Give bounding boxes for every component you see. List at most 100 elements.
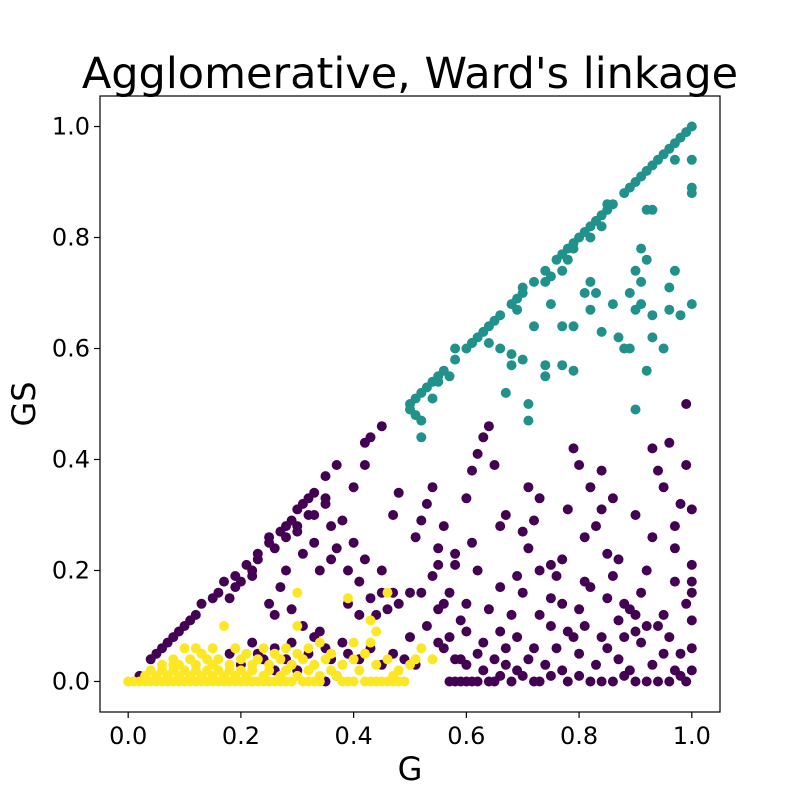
data-point bbox=[664, 677, 674, 687]
data-point bbox=[501, 388, 511, 398]
data-point bbox=[484, 421, 494, 431]
data-point bbox=[642, 566, 652, 576]
x-tick-label: 0.6 bbox=[447, 722, 485, 750]
data-point bbox=[439, 643, 449, 653]
data-point bbox=[591, 521, 601, 531]
x-tick-label: 0.8 bbox=[560, 722, 598, 750]
data-point bbox=[636, 277, 646, 287]
data-point bbox=[557, 665, 567, 675]
data-point bbox=[394, 599, 404, 609]
data-point bbox=[518, 527, 528, 537]
data-point bbox=[507, 677, 517, 687]
data-point bbox=[377, 421, 387, 431]
data-point bbox=[473, 449, 483, 459]
data-point bbox=[490, 654, 500, 664]
data-point bbox=[478, 665, 488, 675]
data-point bbox=[585, 277, 595, 287]
data-point bbox=[659, 610, 669, 620]
data-point bbox=[439, 521, 449, 531]
data-point bbox=[309, 538, 319, 548]
data-point bbox=[264, 599, 274, 609]
data-point bbox=[315, 638, 325, 648]
data-point bbox=[676, 499, 686, 509]
data-point bbox=[151, 649, 161, 659]
data-point bbox=[332, 460, 342, 470]
data-point bbox=[146, 665, 156, 675]
data-point bbox=[664, 632, 674, 642]
data-point bbox=[270, 610, 280, 620]
data-point bbox=[687, 577, 697, 587]
data-point bbox=[388, 510, 398, 520]
data-point bbox=[377, 566, 387, 576]
data-point bbox=[614, 554, 624, 564]
data-point bbox=[512, 665, 522, 675]
data-point bbox=[540, 277, 550, 287]
data-point bbox=[281, 532, 291, 542]
data-point bbox=[304, 643, 314, 653]
data-point bbox=[523, 654, 533, 664]
data-point bbox=[535, 677, 545, 687]
data-point bbox=[490, 460, 500, 470]
data-point bbox=[208, 593, 218, 603]
data-point bbox=[529, 643, 539, 653]
data-point bbox=[631, 610, 641, 620]
data-point bbox=[473, 649, 483, 659]
data-point bbox=[349, 677, 359, 687]
data-point bbox=[292, 588, 302, 598]
data-point bbox=[552, 255, 562, 265]
data-point bbox=[354, 610, 364, 620]
data-point bbox=[247, 638, 257, 648]
data-point bbox=[523, 482, 533, 492]
data-point bbox=[422, 621, 432, 631]
data-point bbox=[687, 155, 697, 165]
scatter-points bbox=[123, 122, 697, 687]
data-point bbox=[478, 638, 488, 648]
data-point bbox=[495, 627, 505, 637]
data-point bbox=[484, 604, 494, 614]
data-point bbox=[563, 677, 573, 687]
data-point bbox=[219, 577, 229, 587]
data-point bbox=[664, 305, 674, 315]
data-point bbox=[461, 627, 471, 637]
data-point bbox=[670, 577, 680, 587]
data-point bbox=[394, 488, 404, 498]
data-point bbox=[631, 627, 641, 637]
data-point bbox=[631, 405, 641, 415]
data-point bbox=[478, 432, 488, 442]
data-point bbox=[653, 677, 663, 687]
data-point bbox=[473, 677, 483, 687]
data-point bbox=[687, 643, 697, 653]
data-point bbox=[574, 649, 584, 659]
data-point bbox=[585, 482, 595, 492]
data-point bbox=[687, 560, 697, 570]
data-point bbox=[343, 593, 353, 603]
data-point bbox=[608, 493, 618, 503]
data-point bbox=[422, 499, 432, 509]
data-point bbox=[552, 571, 562, 581]
data-point bbox=[540, 360, 550, 370]
data-point bbox=[337, 638, 347, 648]
data-point bbox=[191, 660, 201, 670]
y-tick-label: 0.0 bbox=[52, 667, 90, 695]
data-point bbox=[687, 665, 697, 675]
data-point bbox=[574, 460, 584, 470]
data-point bbox=[546, 671, 556, 681]
data-point bbox=[597, 466, 607, 476]
data-point bbox=[450, 549, 460, 559]
data-point bbox=[529, 516, 539, 526]
data-point bbox=[219, 621, 229, 631]
data-point bbox=[597, 632, 607, 642]
data-point bbox=[321, 471, 331, 481]
data-point bbox=[546, 593, 556, 603]
data-point bbox=[642, 205, 652, 215]
data-point bbox=[157, 660, 167, 670]
data-point bbox=[518, 283, 528, 293]
data-point bbox=[631, 266, 641, 276]
data-point bbox=[585, 305, 595, 315]
data-point bbox=[608, 677, 618, 687]
data-point bbox=[569, 244, 579, 254]
data-point bbox=[653, 466, 663, 476]
data-point bbox=[191, 643, 201, 653]
data-point bbox=[647, 660, 657, 670]
data-point bbox=[354, 577, 364, 587]
